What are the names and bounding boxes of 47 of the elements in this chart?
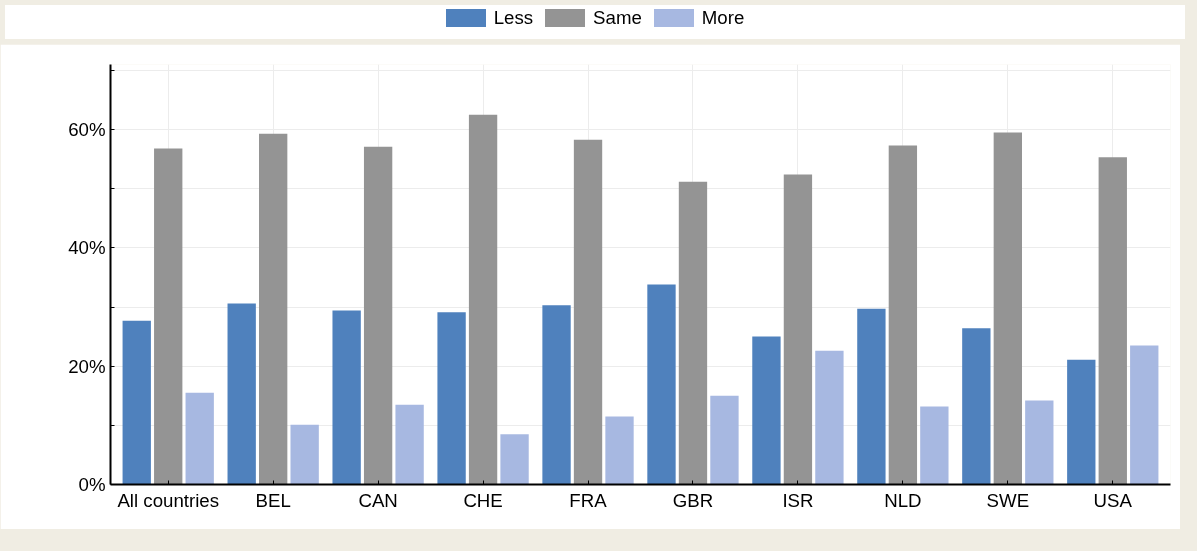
bar xyxy=(437,312,466,485)
x-tick-label: BEL xyxy=(255,489,291,511)
bar xyxy=(332,310,361,485)
bar xyxy=(395,404,424,485)
legend-label: More xyxy=(701,6,745,30)
bar xyxy=(605,416,634,485)
bar xyxy=(710,395,739,485)
x-tick-label: CHE xyxy=(463,489,503,511)
bar xyxy=(542,305,571,485)
bar xyxy=(122,320,151,485)
x-tick-label: ISR xyxy=(782,489,814,511)
bar xyxy=(227,303,256,485)
y-tick-label: 0% xyxy=(78,474,106,495)
bar xyxy=(815,350,844,485)
x-tick-label: All countries xyxy=(117,489,220,511)
legend-label: Less xyxy=(493,6,534,30)
x-tick-label: NLD xyxy=(884,489,922,511)
y-tick-label: 40% xyxy=(68,237,106,259)
bar xyxy=(1067,359,1096,485)
bar xyxy=(783,174,813,485)
bar xyxy=(468,114,498,485)
bar xyxy=(1130,345,1159,485)
bar xyxy=(888,145,918,485)
x-tick-label: GBR xyxy=(672,489,714,511)
bar xyxy=(290,424,319,485)
bar xyxy=(185,392,214,485)
bar xyxy=(259,133,288,485)
x-tick-label: USA xyxy=(1093,489,1133,511)
bar xyxy=(678,181,708,485)
y-tick-label: 20% xyxy=(68,355,106,377)
x-tick-label: CAN xyxy=(358,489,398,511)
bar xyxy=(647,284,676,485)
bar xyxy=(920,406,949,485)
x-tick-label: SWE xyxy=(986,489,1030,511)
bar xyxy=(993,132,1022,485)
bar xyxy=(1025,400,1054,485)
x-tick-label: FRA xyxy=(569,489,608,511)
bar xyxy=(752,336,781,485)
legend-label: Same xyxy=(593,6,642,30)
bar xyxy=(857,308,886,485)
y-tick-label: 60% xyxy=(68,119,106,141)
bar xyxy=(154,148,183,485)
bar xyxy=(500,434,529,485)
bar xyxy=(573,139,603,485)
bar xyxy=(962,328,991,485)
bar xyxy=(363,146,393,485)
bar xyxy=(1098,157,1127,485)
